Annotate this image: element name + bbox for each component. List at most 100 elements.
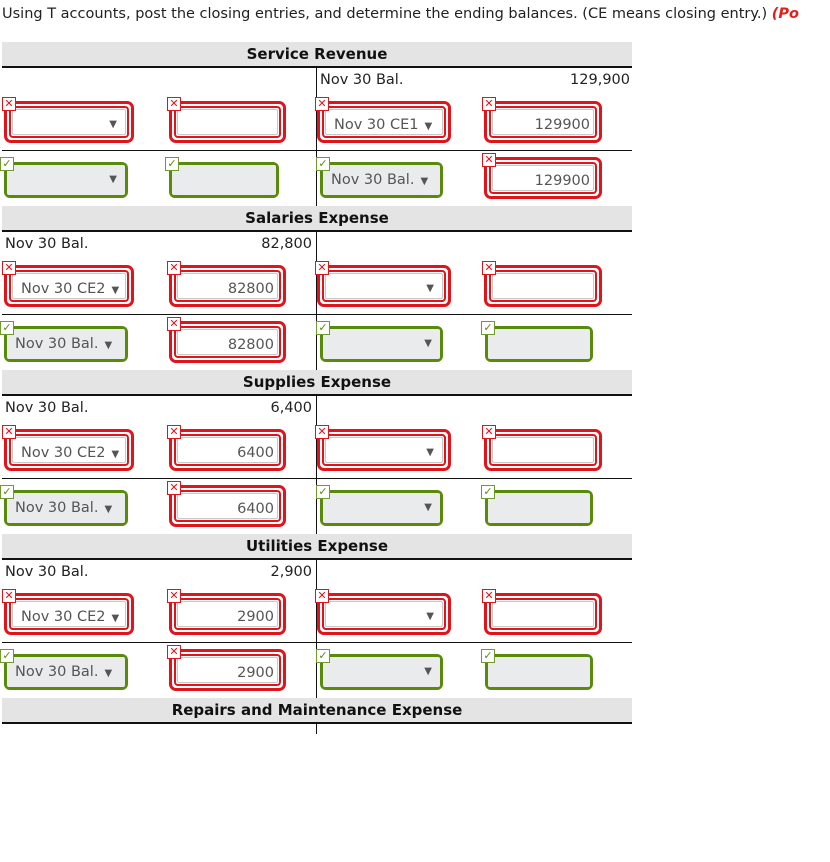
input-value[interactable] <box>488 657 590 687</box>
instructions: Using T accounts, post the closing entri… <box>2 6 799 22</box>
entry-date-dropdown-incorrect[interactable]: Nov 30 CE2 ▼ <box>4 265 134 307</box>
input-value[interactable] <box>492 437 594 463</box>
row-separator <box>2 314 632 315</box>
entry-amount-input-correct[interactable] <box>485 326 593 362</box>
dropdown-value[interactable]: ▼ <box>325 437 443 463</box>
t-account: Repairs and Maintenance Expense <box>0 698 632 862</box>
correct-icon: ✓ <box>0 649 14 663</box>
incorrect-icon: ✕ <box>2 425 16 439</box>
t-account: Supplies Expense Nov 30 Bal. 6,400 Nov 30 C… <box>0 370 632 534</box>
dropdown-value[interactable]: Nov 30 CE1 ▼ <box>325 109 443 135</box>
input-value[interactable] <box>177 109 278 135</box>
entry-amount-input-incorrect[interactable] <box>484 265 602 307</box>
instruction-text: Using T accounts, post the closing entri… <box>2 6 772 22</box>
dropdown-value[interactable]: Nov 30 Bal. ▼ <box>7 493 125 523</box>
entry-amount-input-correct[interactable] <box>169 162 279 198</box>
dropdown-value[interactable]: ▼ <box>323 657 440 687</box>
dropdown-value[interactable]: Nov 30 Bal. ▼ <box>7 657 125 687</box>
entry-date-dropdown-correct[interactable]: Nov 30 Bal. ▼ <box>4 490 128 526</box>
entry-amount-input-incorrect[interactable] <box>169 101 286 143</box>
input-value[interactable]: 6400 <box>177 437 278 463</box>
row-separator <box>2 150 632 151</box>
balance-amount: 6,400 <box>270 400 312 416</box>
chevron-down-icon: ▼ <box>111 285 120 296</box>
entry-amount-input-incorrect[interactable]: 82800 <box>169 321 286 363</box>
selected-option: Nov 30 CE2 <box>21 281 106 297</box>
entry-date-dropdown-correct[interactable]: ▼ <box>320 326 443 362</box>
correct-icon: ✓ <box>316 649 330 663</box>
dropdown-value[interactable]: ▼ <box>12 109 126 135</box>
incorrect-icon: ✕ <box>482 153 496 167</box>
incorrect-icon: ✕ <box>315 425 329 439</box>
entry-amount-input-incorrect[interactable] <box>484 429 602 471</box>
input-value[interactable] <box>488 493 590 523</box>
dropdown-value[interactable]: Nov 30 CE2 ▼ <box>12 437 126 463</box>
entry-amount-input-correct[interactable] <box>485 490 593 526</box>
input-value[interactable]: 2900 <box>177 601 278 627</box>
entry-amount-input-incorrect[interactable]: 2900 <box>169 649 286 691</box>
entry-date-dropdown-incorrect[interactable]: Nov 30 CE1 ▼ <box>317 101 451 143</box>
input-value[interactable]: 6400 <box>177 493 278 519</box>
input-value[interactable] <box>492 601 594 627</box>
incorrect-icon: ✕ <box>482 261 496 275</box>
balance-amount: 82,800 <box>261 236 312 252</box>
input-value[interactable] <box>488 329 590 359</box>
balance-label: Nov 30 Bal. <box>5 564 89 580</box>
dropdown-value[interactable]: ▼ <box>325 273 443 299</box>
input-value[interactable] <box>492 273 594 299</box>
dropdown-value[interactable]: Nov 30 Bal. ▼ <box>7 329 125 359</box>
correct-icon: ✓ <box>316 157 330 171</box>
balance-label: Nov 30 Bal. <box>5 236 89 252</box>
input-value[interactable] <box>172 165 276 195</box>
entry-amount-input-incorrect[interactable]: 2900 <box>169 593 286 635</box>
entry-date-dropdown-correct[interactable]: Nov 30 Bal. ▼ <box>320 162 443 198</box>
dropdown-value[interactable]: ▼ <box>325 601 443 627</box>
dropdown-value[interactable]: ▼ <box>7 165 125 195</box>
entry-amount-input-incorrect[interactable]: 129900 <box>484 157 602 199</box>
entry-amount-input-incorrect[interactable]: 129900 <box>484 101 602 143</box>
account-title: Salaries Expense <box>2 206 632 232</box>
chevron-down-icon: ▼ <box>111 613 120 624</box>
correct-icon: ✓ <box>481 321 495 335</box>
entry-date-dropdown-incorrect[interactable]: ▼ <box>317 593 451 635</box>
dropdown-value[interactable]: ▼ <box>323 329 440 359</box>
dropdown-value[interactable]: Nov 30 CE2 ▼ <box>12 273 126 299</box>
t-account-divider <box>316 396 317 534</box>
correct-icon: ✓ <box>481 485 495 499</box>
input-value[interactable]: 2900 <box>177 657 278 683</box>
entry-amount-input-incorrect[interactable]: 6400 <box>169 485 286 527</box>
input-text: 129900 <box>534 117 590 133</box>
entry-date-dropdown-incorrect[interactable]: ▼ <box>317 429 451 471</box>
t-account: Service Revenue Nov 30 Bal. 129,900 ▼ ✕ ✕ Nov … <box>0 42 632 206</box>
input-value[interactable]: 129900 <box>492 109 594 135</box>
input-text: 129900 <box>534 173 590 189</box>
chevron-down-icon: ▼ <box>424 502 432 513</box>
entry-date-dropdown-incorrect[interactable]: ▼ <box>4 101 134 143</box>
input-value[interactable]: 129900 <box>492 165 594 191</box>
entry-date-dropdown-incorrect[interactable]: Nov 30 CE2 ▼ <box>4 429 134 471</box>
entry-date-dropdown-incorrect[interactable]: ▼ <box>317 265 451 307</box>
dropdown-value[interactable]: Nov 30 Bal. ▼ <box>323 165 440 195</box>
dropdown-value[interactable]: ▼ <box>323 493 440 523</box>
entry-date-dropdown-correct[interactable]: ▼ <box>320 654 443 690</box>
input-value[interactable]: 82800 <box>177 329 278 355</box>
entry-amount-input-incorrect[interactable] <box>484 593 602 635</box>
entry-date-dropdown-correct[interactable]: ▼ <box>320 490 443 526</box>
incorrect-icon: ✕ <box>167 97 181 111</box>
incorrect-icon: ✕ <box>315 589 329 603</box>
t-account-divider <box>316 724 317 734</box>
chevron-down-icon: ▼ <box>424 338 432 349</box>
entry-date-dropdown-correct[interactable]: Nov 30 Bal. ▼ <box>4 326 128 362</box>
incorrect-icon: ✕ <box>167 481 181 495</box>
entry-date-dropdown-correct[interactable]: ▼ <box>4 162 128 198</box>
points-note: (Po <box>771 6 799 22</box>
input-text: 2900 <box>237 665 274 681</box>
entry-date-dropdown-incorrect[interactable]: Nov 30 CE2 ▼ <box>4 593 134 635</box>
selected-option: Nov 30 CE2 <box>21 609 106 625</box>
entry-amount-input-correct[interactable] <box>485 654 593 690</box>
entry-amount-input-incorrect[interactable]: 6400 <box>169 429 286 471</box>
entry-date-dropdown-correct[interactable]: Nov 30 Bal. ▼ <box>4 654 128 690</box>
dropdown-value[interactable]: Nov 30 CE2 ▼ <box>12 601 126 627</box>
input-value[interactable]: 82800 <box>177 273 278 299</box>
entry-amount-input-incorrect[interactable]: 82800 <box>169 265 286 307</box>
